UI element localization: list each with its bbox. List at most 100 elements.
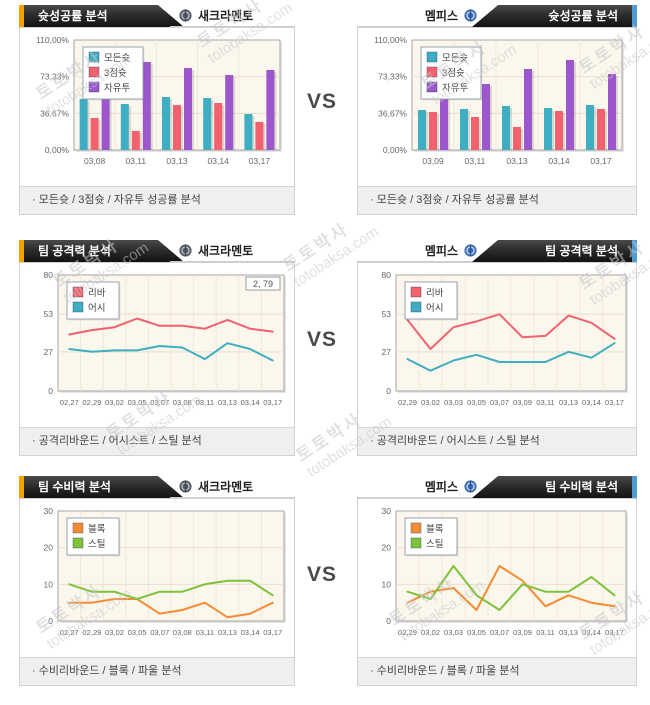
blue-accent-bar [632, 476, 637, 498]
svg-text:03,17: 03,17 [249, 156, 271, 166]
svg-text:2, 79: 2, 79 [253, 279, 273, 289]
svg-text:스틸: 스틸 [88, 538, 105, 550]
svg-text:03,07: 03,07 [150, 628, 169, 637]
blue-accent-bar [632, 5, 637, 27]
memphis-logo-icon [463, 243, 478, 258]
svg-text:03,17: 03,17 [605, 628, 624, 637]
svg-text:03,11: 03,11 [125, 156, 146, 166]
panel-title: 팀 공격력 분석 [545, 244, 618, 258]
chart-card: 0 27 53 80 02,27 02,29 03,02 03,05 03,07 03,08 03,… [19, 262, 295, 456]
svg-text:80: 80 [44, 270, 54, 280]
svg-text:03,05: 03,05 [128, 628, 147, 637]
svg-text:03,05: 03,05 [467, 398, 486, 407]
offense-line-chart-sacramento: 0 27 53 80 02,27 02,29 03,02 03,05 03,07 03,08 03,… [20, 263, 294, 427]
svg-text:3점슛: 3점슛 [104, 67, 127, 79]
svg-text:03,17: 03,17 [590, 156, 612, 166]
svg-text:03,09: 03,09 [513, 398, 532, 407]
svg-text:110,00%: 110,00% [374, 35, 407, 45]
memphis-logo-icon [463, 8, 478, 23]
defense-line-chart-memphis: 0 10 20 30 02,29 03,02 03,03 03,05 03,07 03,09 03,… [358, 499, 636, 657]
svg-text:30: 30 [44, 506, 54, 516]
caption-text: · 모든슛 / 3점슛 / 자유투 성공률 분석 [370, 194, 539, 206]
svg-text:03,07: 03,07 [490, 398, 509, 407]
svg-text:03,03: 03,03 [444, 628, 463, 637]
panel-shooting-right: 멤피스 슛성공률 분석 0,00% 36,67% 73,33% 110,00% 03,0… [357, 5, 637, 215]
team-name: 멤피스 [424, 9, 458, 23]
svg-text:03,13: 03,13 [559, 398, 578, 407]
team-name: 새크라멘토 [198, 9, 254, 23]
chart-caption: · 모든슛 / 3점슛 / 자유투 성공률 분석 [358, 186, 636, 214]
svg-text:03,14: 03,14 [241, 628, 260, 637]
svg-text:블록: 블록 [88, 524, 106, 535]
team-label: 새크라멘토 [170, 5, 295, 27]
panel-title: 슛성공률 분석 [548, 9, 618, 23]
chart-caption: · 모든슛 / 3점슛 / 자유투 성공률 분석 [20, 186, 294, 214]
svg-text:03,02: 03,02 [105, 398, 124, 407]
svg-text:0,00%: 0,00% [383, 145, 408, 155]
svg-text:110,00%: 110,00% [36, 35, 69, 45]
svg-text:36,67%: 36,67% [40, 108, 69, 118]
memphis-logo-icon [463, 479, 478, 494]
svg-text:36,67%: 36,67% [378, 108, 407, 118]
svg-text:0,00%: 0,00% [45, 145, 70, 155]
svg-text:03,03: 03,03 [444, 398, 463, 407]
shot-success-bar-chart-sacramento: 0,00% 36,67% 73,33% 110,00% 03,08 03,11 03,13 0… [20, 28, 294, 186]
panel-offense-left: 팀 공격력 분석 새크라멘토 0 27 53 80 02,27 02,29 03,02 03,… [19, 240, 295, 456]
svg-text:03,08: 03,08 [84, 156, 106, 166]
chart-caption: · 수비리바운드 / 블록 / 파울 분석 [358, 657, 636, 685]
svg-text:03,02: 03,02 [421, 628, 440, 637]
panel-shooting-left: 슛성공률 분석 새크라멘토 0,00% 36,67% 73,33% 110,00% 03… [19, 5, 295, 215]
caption-text: · 수비리바운드 / 블록 / 파울 분석 [370, 665, 520, 677]
orange-accent-bar [19, 5, 24, 27]
panel-defense-right: 멤피스 팀 수비력 분석 0 10 20 30 02,29 03,02 03,03 03,05… [357, 476, 637, 686]
caption-text: · 공격리바운드 / 어시스트 / 스틸 분석 [32, 435, 202, 447]
svg-text:03,11: 03,11 [196, 398, 214, 407]
svg-text:리바: 리바 [426, 288, 444, 299]
panel-title-tab: 슛성공률 분석 [472, 5, 632, 27]
svg-text:10: 10 [382, 579, 392, 589]
svg-text:03,13: 03,13 [218, 628, 237, 637]
caption-text: · 공격리바운드 / 어시스트 / 스틸 분석 [370, 435, 540, 447]
chart-caption: · 공격리바운드 / 어시스트 / 스틸 분석 [20, 427, 294, 455]
caption-text: · 모든슛 / 3점슛 / 자유투 성공률 분석 [32, 194, 201, 206]
panel-title: 팀 수비력 분석 [38, 480, 111, 494]
svg-text:03,07: 03,07 [150, 398, 169, 407]
panel-header: 팀 공격력 분석 새크라멘토 [19, 240, 295, 262]
team-label: 새크라멘토 [170, 240, 295, 262]
panel-title: 슛성공률 분석 [38, 9, 108, 23]
offense-line-chart-memphis: 0 27 53 80 02,29 03,02 03,03 03,05 03,07 03,09 03,… [358, 263, 636, 427]
chart-caption: · 공격리바운드 / 어시스트 / 스틸 분석 [358, 427, 636, 455]
svg-text:03,13: 03,13 [218, 398, 237, 407]
svg-text:03,14: 03,14 [548, 156, 570, 166]
panel-header: 멤피스 슛성공률 분석 [357, 5, 637, 27]
svg-text:02,27: 02,27 [60, 398, 79, 407]
svg-text:03,08: 03,08 [173, 628, 192, 637]
vs-label: VS [306, 563, 337, 586]
svg-text:0: 0 [386, 386, 391, 396]
chart-caption: · 수비리바운드 / 블록 / 파울 분석 [20, 657, 294, 685]
svg-text:03,02: 03,02 [105, 628, 124, 637]
svg-text:03,13: 03,13 [559, 628, 578, 637]
orange-accent-bar [19, 240, 24, 262]
team-name: 멤피스 [424, 244, 458, 258]
chart-card: 0,00% 36,67% 73,33% 110,00% 03,09 03,11 03,13 0… [357, 27, 637, 215]
panel-title-tab: 슛성공률 분석 [24, 5, 184, 27]
svg-text:53: 53 [382, 309, 392, 319]
svg-text:03,13: 03,13 [506, 156, 528, 166]
blue-accent-bar [632, 240, 637, 262]
svg-text:리바: 리바 [88, 288, 106, 299]
svg-text:03,11: 03,11 [536, 628, 554, 637]
svg-text:20: 20 [382, 543, 392, 553]
chart-card: 0 27 53 80 02,29 03,02 03,03 03,05 03,07 03,09 03,… [357, 262, 637, 456]
svg-text:03,07: 03,07 [490, 628, 509, 637]
svg-text:블록: 블록 [426, 524, 444, 535]
caption-text: · 수비리바운드 / 블록 / 파울 분석 [32, 665, 182, 677]
panel-title: 팀 공격력 분석 [38, 244, 111, 258]
svg-text:53: 53 [44, 309, 54, 319]
sacramento-logo-icon [178, 8, 193, 23]
svg-text:02,29: 02,29 [398, 398, 417, 407]
team-label: 멤피스 [357, 5, 486, 27]
svg-text:03,05: 03,05 [467, 628, 486, 637]
svg-text:03,17: 03,17 [263, 398, 282, 407]
defense-line-chart-sacramento: 0 10 20 30 02,27 02,29 03,02 03,05 03,07 03,08 03,… [20, 499, 294, 657]
